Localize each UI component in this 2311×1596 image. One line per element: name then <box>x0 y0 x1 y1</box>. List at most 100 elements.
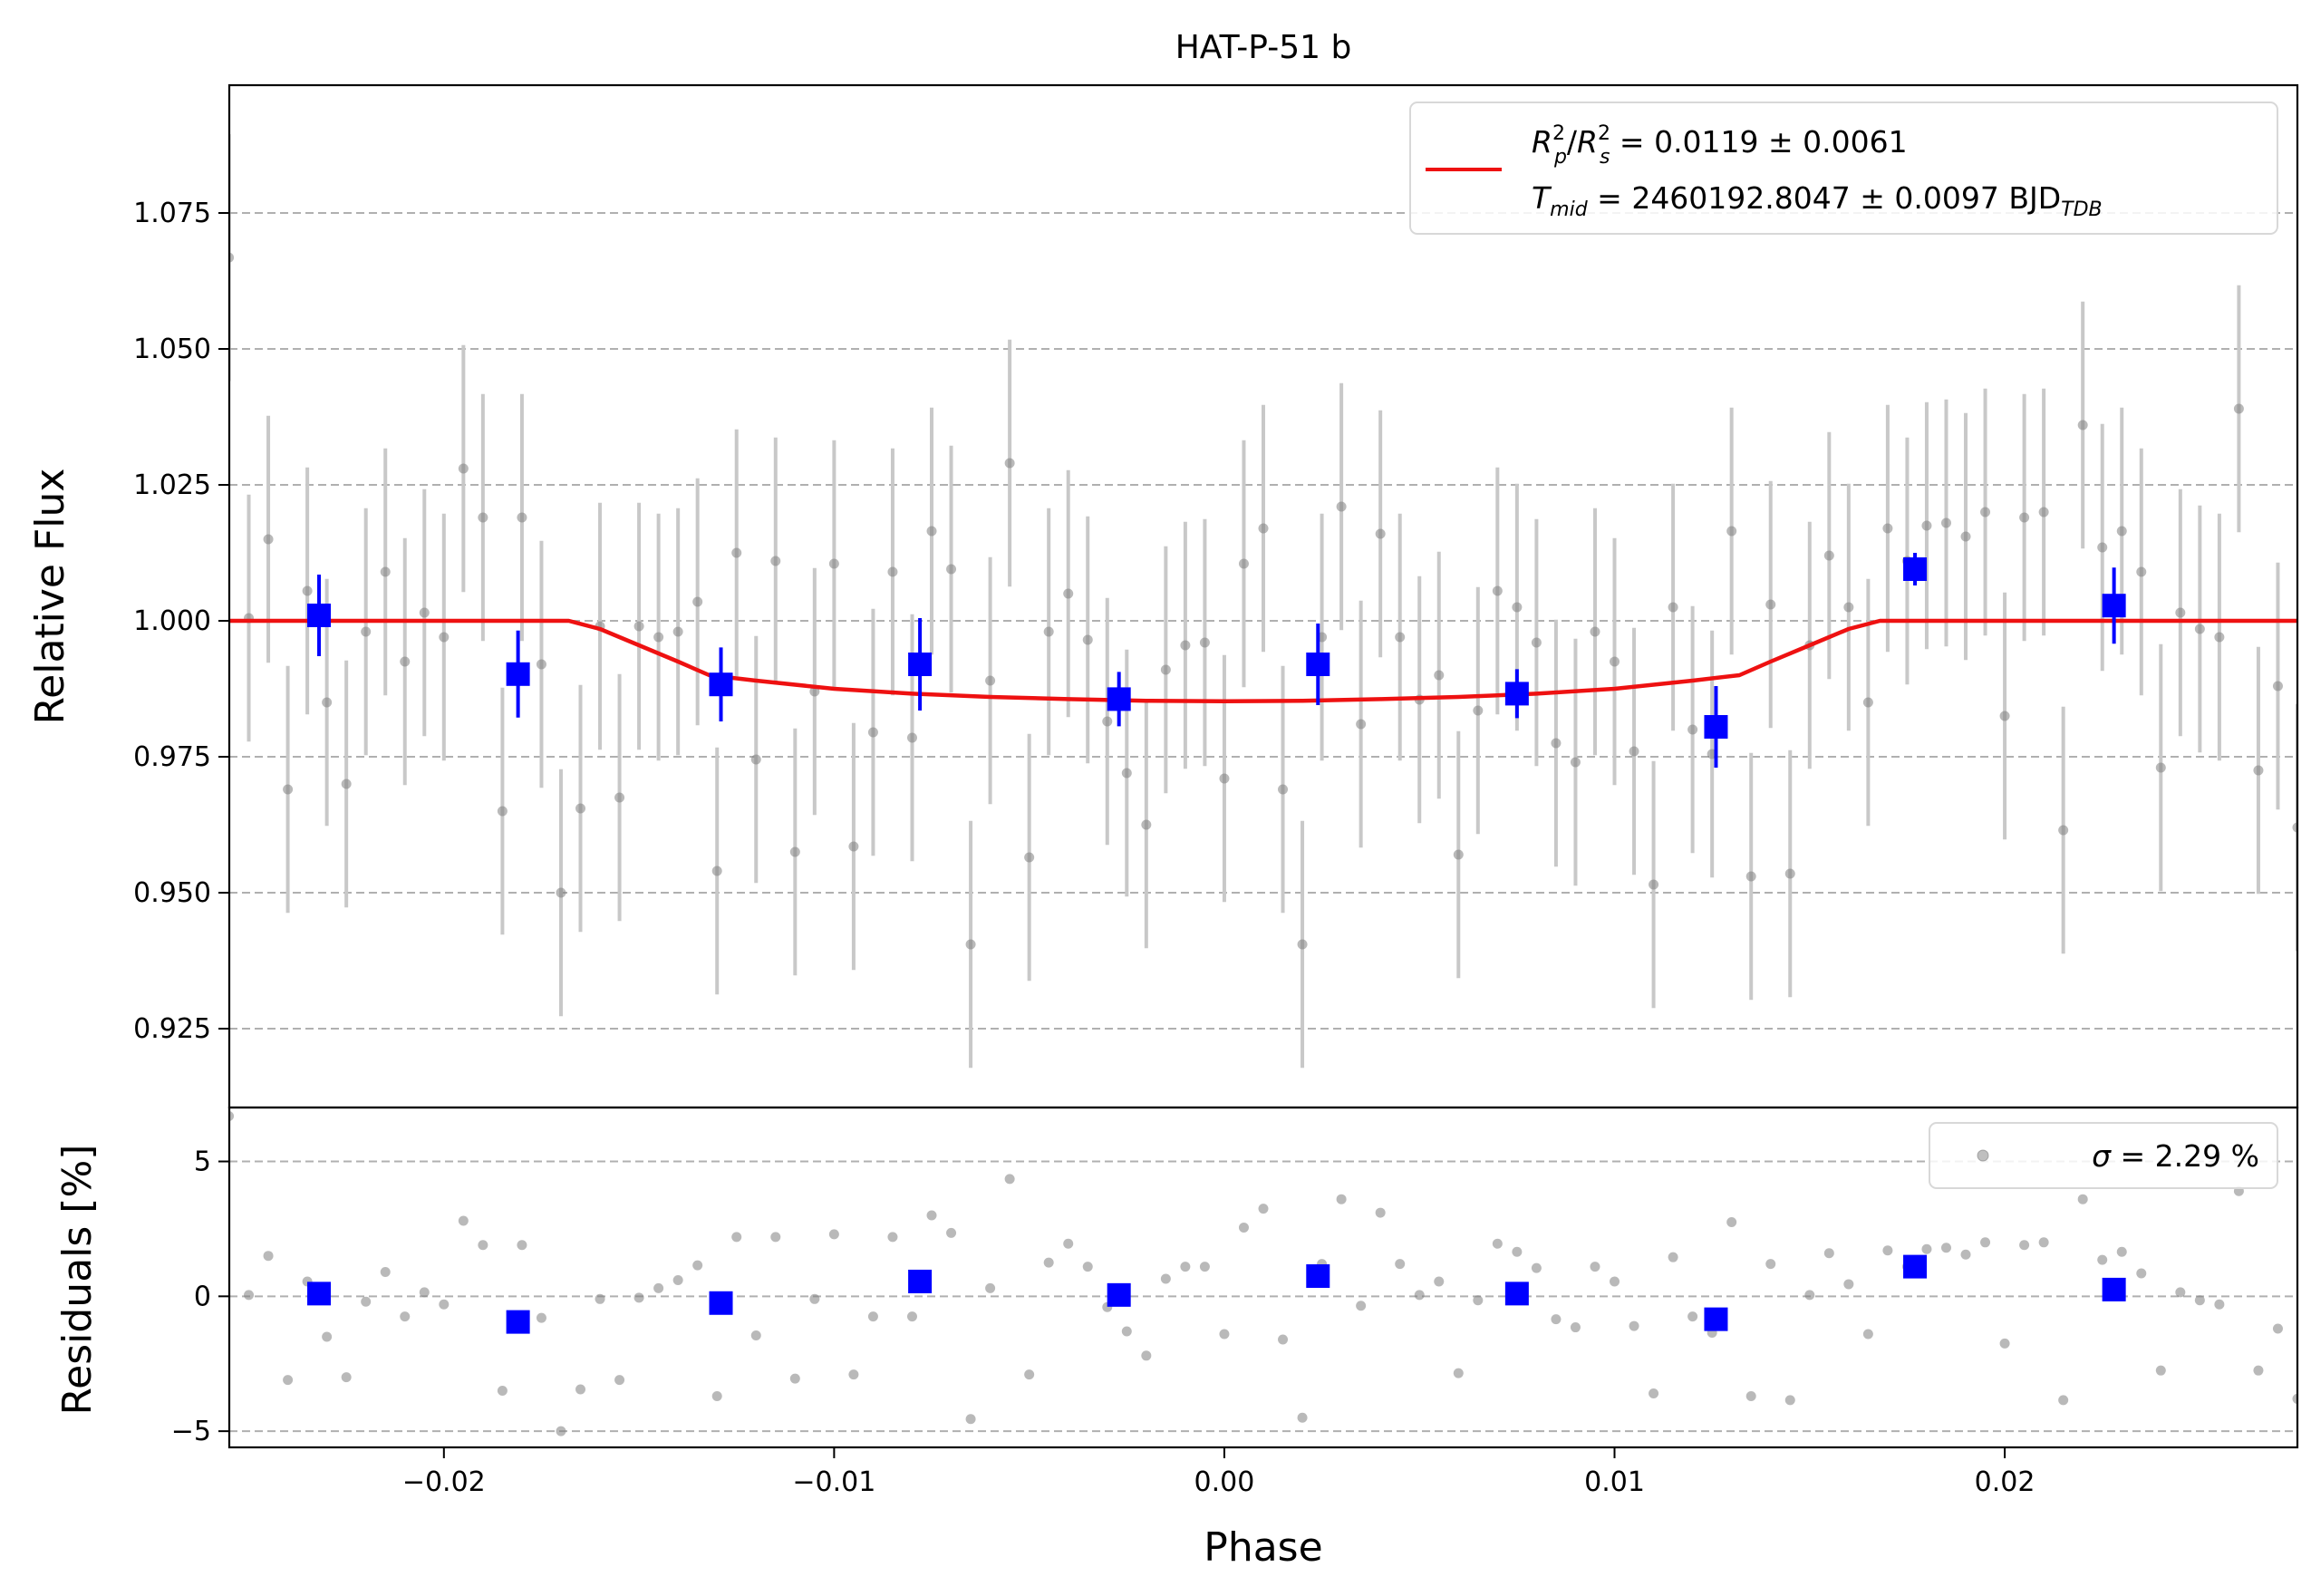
main-model-curve-layer <box>229 618 2297 704</box>
main-legend-box <box>1409 102 2278 235</box>
binned-data-point <box>506 662 530 686</box>
residual-raw-point <box>1336 1194 1347 1204</box>
residual-raw-point <box>1492 1238 1503 1249</box>
raw-data-point <box>2136 566 2147 577</box>
residual-raw-point <box>575 1384 586 1395</box>
residual-raw-point <box>1784 1395 1795 1406</box>
raw-data-point <box>1940 517 1951 528</box>
raw-data-point <box>1395 632 1406 643</box>
raw-data-point <box>1024 852 1035 863</box>
residual-raw-point <box>985 1282 996 1293</box>
main-binned-points <box>307 553 2126 768</box>
residual-raw-point <box>692 1260 703 1271</box>
residual-raw-point <box>946 1227 957 1238</box>
residual-raw-point <box>867 1311 878 1322</box>
residual-raw-point <box>1668 1252 1678 1262</box>
binned-data-point <box>1903 557 1928 581</box>
raw-data-point <box>1610 656 1620 667</box>
residual-binned-point <box>1504 1282 1529 1306</box>
residual-raw-point <box>1590 1262 1600 1272</box>
binned-data-point <box>2102 594 2126 618</box>
residual-raw-point <box>906 1311 917 1322</box>
raw-data-point <box>1121 768 1132 779</box>
raw-data-point <box>1375 528 1386 539</box>
phase-x-axis-label: Phase <box>1204 1524 1322 1571</box>
residual-raw-point <box>1473 1295 1484 1306</box>
residual-raw-point <box>419 1287 430 1298</box>
residual-raw-point <box>1278 1334 1289 1345</box>
residual-raw-point <box>1512 1246 1523 1257</box>
residual-raw-point <box>2097 1254 2108 1265</box>
residual-raw-point <box>1160 1273 1171 1284</box>
raw-data-point <box>478 512 488 523</box>
raw-data-point <box>828 558 839 569</box>
residual-raw-point <box>1804 1290 1815 1301</box>
raw-data-point <box>867 727 878 738</box>
residual-binned-point <box>1903 1254 1928 1279</box>
residual-raw-point <box>731 1232 742 1243</box>
phase-x-tick-label: 0.01 <box>1584 1466 1645 1498</box>
main-legend: R2 p/R2 s = 0.0119 ± 0.0061 Tmid = 2460192… <box>1409 102 2278 235</box>
main-y-tick-label: 0.950 <box>133 877 211 909</box>
raw-data-point <box>1862 697 1873 708</box>
raw-data-point <box>283 784 294 795</box>
residual-binned-point <box>908 1269 933 1293</box>
raw-data-point <box>536 659 546 670</box>
raw-data-point <box>1649 879 1659 890</box>
raw-data-point <box>2116 526 2127 537</box>
main-y-axis-label: Relative Flux <box>27 469 73 725</box>
raw-data-point <box>1512 602 1523 613</box>
residual-raw-point <box>848 1369 859 1380</box>
residual-raw-point <box>1453 1368 1464 1378</box>
raw-data-point <box>380 566 391 577</box>
raw-data-point <box>1219 773 1230 784</box>
residual-binned-point <box>1306 1264 1330 1289</box>
residual-raw-point <box>926 1210 937 1221</box>
residual-raw-point <box>2136 1268 2147 1279</box>
residual-binned-point <box>1704 1307 1728 1331</box>
residual-raw-point <box>1375 1207 1386 1218</box>
raw-data-point <box>1336 501 1347 512</box>
residual-raw-point <box>828 1229 839 1240</box>
legend-scatter-sigma-entry: σ = 2.29 % <box>2092 1138 2259 1174</box>
binned-data-point <box>908 653 933 676</box>
plot-title: HAT-P-51 b <box>1175 29 1352 66</box>
residual-raw-point <box>1043 1257 1054 1268</box>
phase-x-tick-label: −0.01 <box>792 1466 875 1498</box>
residual-y-tick-label: 0 <box>194 1281 211 1312</box>
residual-raw-point <box>1921 1243 1932 1254</box>
residual-raw-point <box>1980 1237 1991 1248</box>
residual-raw-point <box>1629 1320 1639 1331</box>
residual-raw-point <box>497 1386 508 1396</box>
main-y-tick-label: 1.075 <box>133 198 211 229</box>
residual-raw-point <box>1687 1311 1698 1322</box>
binned-data-point <box>307 604 332 627</box>
raw-data-point <box>1999 711 2010 721</box>
raw-data-point <box>731 547 742 558</box>
residual-raw-point <box>517 1240 527 1251</box>
raw-data-point <box>965 939 976 950</box>
raw-data-point <box>672 626 683 637</box>
residual-raw-point <box>750 1330 761 1340</box>
residual-raw-point <box>478 1240 488 1251</box>
residual-raw-point <box>1258 1204 1269 1214</box>
residual-raw-point <box>595 1293 605 1304</box>
residual-raw-point <box>1004 1174 1015 1185</box>
residual-raw-point <box>2038 1237 2049 1248</box>
raw-data-point <box>2272 681 2283 692</box>
residual-y-ticks: −5 0 5 <box>171 1146 229 1447</box>
main-y-tick-label: 1.050 <box>133 334 211 365</box>
binned-data-point <box>1704 715 1728 739</box>
raw-data-point <box>1492 585 1503 596</box>
residual-raw-point <box>1024 1369 1035 1380</box>
raw-data-point <box>2097 542 2108 553</box>
legend-mid-time-entry: Tmid = 2460192.8047 ± 0.0097 BJDTDB <box>1532 180 2103 221</box>
raw-data-point <box>1102 716 1113 727</box>
residual-raw-point <box>1765 1259 1776 1270</box>
raw-data-point <box>1473 705 1484 716</box>
legend-raw-point-swatch <box>1977 1149 1989 1162</box>
raw-data-point <box>497 806 508 817</box>
residual-y-tick-label: −5 <box>171 1416 211 1447</box>
residual-raw-point <box>229 1111 235 1122</box>
residual-raw-point <box>263 1251 274 1262</box>
